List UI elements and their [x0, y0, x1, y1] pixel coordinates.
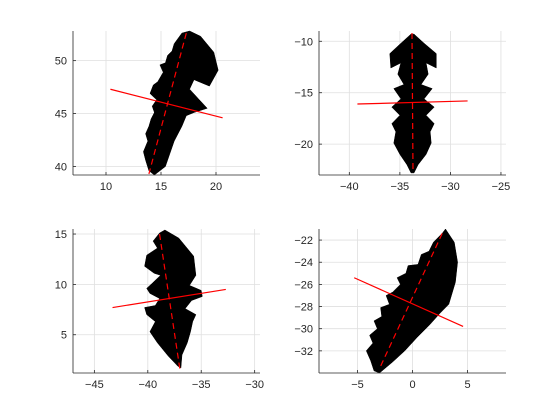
shape-region [144, 229, 203, 369]
x-tick-label: 10 [100, 181, 112, 193]
axes-bottom-right: −5 0 5 −32 −30 −28 −26 −24 −22 [294, 228, 506, 391]
major-axis-line [378, 233, 443, 369]
x-tick-label: 20 [210, 181, 222, 193]
axes-top-left: 10 15 20 40 45 50 [55, 30, 260, 193]
x-tick-label: −40 [340, 181, 359, 193]
x-tick-label: −40 [138, 379, 157, 391]
y-tick-label: −30 [294, 324, 313, 336]
x-tick-label: −30 [245, 379, 264, 391]
major-axis-line [411, 33, 414, 173]
x-tick-label: −5 [351, 379, 364, 391]
x-tick-label: 5 [464, 379, 470, 391]
minor-axis-line [110, 88, 223, 119]
y-tick-label: −10 [294, 36, 313, 48]
y-tick-label: −28 [294, 302, 313, 314]
minor-axis-line [353, 277, 464, 328]
y-tick-label: 15 [55, 229, 67, 241]
y-tick-label: 10 [55, 279, 67, 291]
x-tick-label: −25 [492, 181, 511, 193]
minor-axis-line [357, 100, 468, 105]
x-tick-label: 0 [409, 379, 415, 391]
major-axis-line [158, 233, 181, 370]
y-tick-label: 45 [55, 109, 67, 121]
y-tick-label: −15 [294, 88, 313, 100]
axes-bottom-left: −45 −40 −35 −30 5 10 15 [55, 229, 264, 391]
y-tick-label: −22 [294, 235, 313, 247]
x-tick-label: 15 [155, 181, 167, 193]
x-tick-label: −45 [85, 379, 104, 391]
y-tick-label: −24 [294, 257, 313, 269]
axes-top-right: −40 −35 −30 −25 −20 −15 −10 [294, 31, 510, 193]
y-tick-label: −32 [294, 346, 313, 358]
x-tick-label: −35 [391, 181, 410, 193]
x-tick-label: −30 [441, 181, 460, 193]
y-tick-label: −26 [294, 279, 313, 291]
minor-axis-line [112, 288, 226, 309]
y-tick-label: 50 [55, 56, 67, 68]
y-tick-label: 40 [55, 162, 67, 174]
x-tick-label: −35 [192, 379, 211, 391]
y-tick-label: 5 [61, 330, 67, 342]
shape-region [366, 228, 458, 374]
y-tick-label: −20 [294, 139, 313, 151]
shape-region [143, 30, 219, 176]
